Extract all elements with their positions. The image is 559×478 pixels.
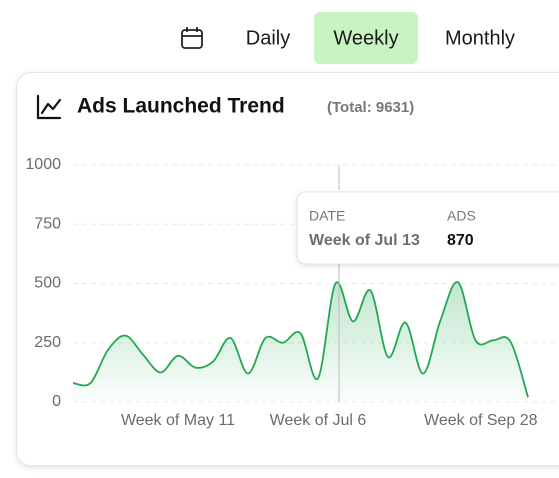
period-button[interactable]: Daily: [246, 27, 290, 49]
y-tick-label: 750: [34, 215, 61, 232]
y-tick-label: 1000: [25, 156, 61, 173]
line: [72, 281, 529, 398]
toolbar: Daily Weekly Monthly: [246, 12, 515, 64]
period-button[interactable]: Weekly: [333, 27, 398, 49]
x-tick-label: Week of Jul 6: [270, 412, 367, 429]
tooltip-value: 870: [447, 232, 474, 249]
y-tick-label: 0: [52, 393, 61, 410]
active-button-bg: [314, 12, 418, 64]
tooltip-date: Week of Jul 13: [309, 232, 420, 249]
chart-icon: [36, 94, 62, 120]
chart-subtitle: (Total: 9631): [327, 99, 414, 116]
y-tick-label: 250: [34, 334, 61, 351]
calendar-icon[interactable]: [181, 27, 203, 49]
tooltip-date-label: DATE: [309, 208, 345, 224]
x-tick-label: Week of May 11: [121, 412, 235, 429]
tooltip: [296, 191, 559, 265]
area: [73, 282, 528, 402]
period-button[interactable]: Monthly: [445, 27, 515, 49]
plot: 0 250 500 750 1000 Week of May 11 Week of Jul …: [25, 156, 559, 429]
tooltip-value-label: ADS: [447, 208, 476, 224]
y-tick-label: 500: [34, 275, 61, 292]
card: [16, 72, 559, 466]
chart-title: Ads Launched Trend: [77, 95, 285, 118]
x-tick-label: Week of Sep 28: [424, 412, 538, 429]
